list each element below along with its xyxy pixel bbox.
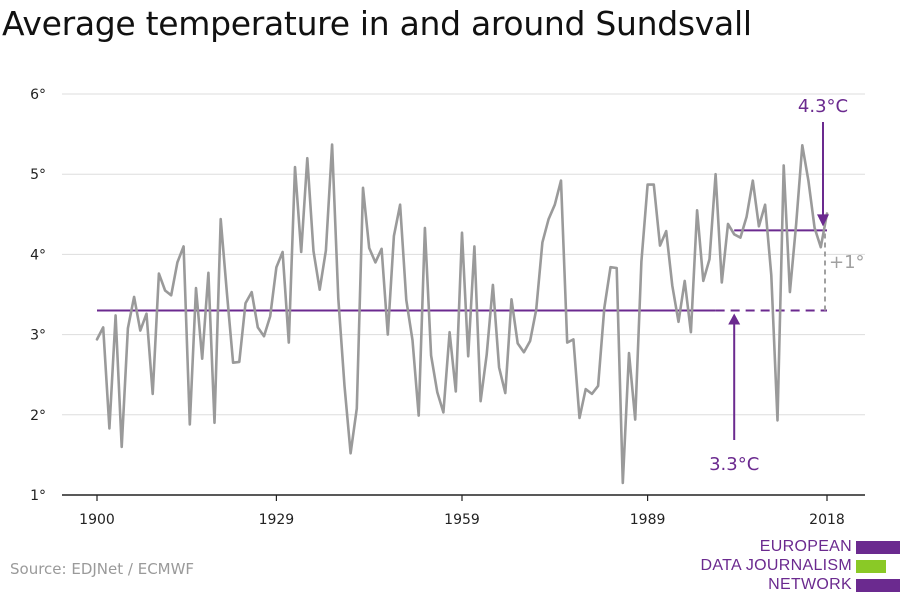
temperature-chart: 1° 2° 3° 4° 5° 6° 1900 1929 1959 1989 2018 3.3°C 4… [30, 87, 865, 528]
reference-lines [97, 229, 827, 312]
baseline-arrow-head [728, 313, 741, 325]
y-tick-label: 1° [30, 488, 46, 504]
x-axis-ticks: 1900 1929 1959 1989 2018 [79, 495, 845, 528]
logo-line-network: NETWORK [768, 576, 852, 593]
logo-line-data-journalism: DATA JOURNALISM [700, 557, 852, 574]
y-tick-label: 4° [30, 247, 46, 263]
edjnet-logo: EUROPEAN DATA JOURNALISM NETWORK [690, 538, 900, 598]
y-tick-label: 5° [30, 167, 46, 183]
logo-bar-purple-2 [856, 579, 900, 592]
annotations: 3.3°C 4.3°C +1° [709, 96, 864, 475]
chart-title: Average temperature in and around Sundsv… [2, 4, 752, 43]
y-tick-label: 3° [30, 328, 46, 344]
logo-bar-purple [856, 541, 900, 554]
x-tick-label: 1929 [259, 512, 295, 528]
y-axis-ticks: 1° 2° 3° 4° 5° 6° [30, 87, 46, 504]
y-tick-label: 6° [30, 87, 46, 103]
source-note: Source: EDJNet / ECMWF [10, 560, 195, 578]
recent-label: 4.3°C [798, 96, 848, 117]
temperature-series-line [95, 143, 829, 485]
x-tick-label: 1989 [630, 512, 666, 528]
y-tick-label: 2° [30, 408, 46, 424]
x-tick-label: 1959 [444, 512, 480, 528]
x-tick-label: 1900 [79, 512, 115, 528]
recent-arrow-head [817, 214, 829, 227]
baseline-label: 3.3°C [709, 454, 759, 475]
difference-label: +1° [829, 252, 865, 273]
logo-line-european: EUROPEAN [759, 538, 852, 555]
logo-bar-green [856, 560, 886, 573]
x-tick-label: 2018 [809, 512, 845, 528]
